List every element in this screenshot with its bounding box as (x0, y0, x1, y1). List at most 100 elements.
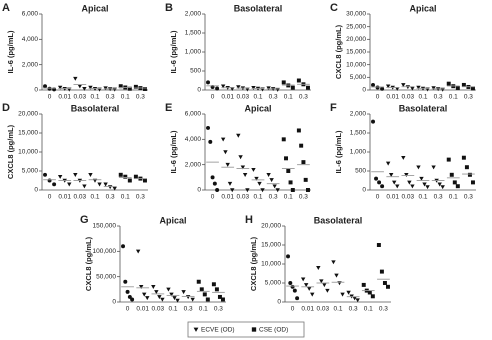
data-point (103, 86, 108, 91)
data-point (220, 297, 225, 302)
data-point (127, 86, 132, 91)
data-point (121, 244, 126, 249)
data-point (133, 84, 138, 89)
panel-title: Basolateral (71, 103, 120, 113)
data-point (305, 85, 310, 90)
data-point (392, 180, 397, 185)
data-point (385, 84, 391, 89)
data-point (73, 76, 78, 81)
data-point (151, 285, 156, 289)
data-point (112, 87, 117, 92)
x-tick-label: 0.3 (434, 194, 443, 201)
data-point (227, 181, 233, 186)
data-point (236, 133, 241, 138)
panel-letter: E (165, 102, 172, 114)
x-tick-label: 0.1 (449, 194, 458, 201)
x-tick-label: 0.3 (434, 94, 443, 101)
data-point (352, 296, 357, 301)
y-tick-label: 1,500 (185, 30, 202, 37)
data-point (73, 173, 78, 177)
data-point (290, 188, 295, 192)
y-tick-label: 15,000 (346, 49, 366, 56)
data-point (254, 176, 259, 181)
data-point (416, 165, 421, 170)
y-tick-label: 20,000 (18, 111, 38, 118)
data-point (240, 165, 246, 170)
x-tick-label: 0.3 (184, 306, 193, 313)
y-tick-label: 0 (197, 187, 201, 194)
x-tick-label: 0.1 (364, 306, 373, 313)
data-point (301, 160, 306, 165)
data-point (416, 85, 421, 90)
data-point (380, 86, 385, 91)
data-point (57, 85, 63, 90)
data-point (334, 273, 339, 278)
y-tick-label: 4,000 (185, 136, 202, 143)
y-tick-label: 10,000 (18, 149, 38, 156)
legend-label: CSE (OD) (259, 327, 288, 334)
data-point (118, 84, 123, 89)
x-tick-label: 0.1 (253, 194, 262, 201)
y-tick-label: 6,000 (185, 111, 202, 118)
panel-letter: C (330, 2, 338, 14)
y-axis-label: IL-6 (pg/mL) (6, 30, 15, 73)
panel-letter: H (245, 214, 253, 226)
y-tick-label: 2,000 (185, 161, 202, 168)
data-point (470, 86, 475, 91)
y-axis-label: CXCL8 (pg/mL) (334, 24, 343, 79)
y-axis-label: CXCL8 (pg/mL) (84, 236, 93, 291)
data-point (404, 173, 409, 177)
data-point (112, 186, 117, 191)
data-point (208, 139, 213, 144)
data-point (199, 287, 204, 292)
y-axis-label: IL-6 (pg/mL) (334, 130, 343, 173)
x-tick-label: 0.03 (402, 194, 415, 201)
y-tick-label: 500 (190, 68, 201, 75)
panel-title: Basolateral (314, 215, 363, 225)
data-point (316, 266, 321, 270)
data-point (307, 286, 312, 291)
y-tick-label: 0 (112, 299, 116, 306)
data-point (370, 294, 375, 299)
data-point (123, 174, 128, 179)
x-tick-label: 0.03 (317, 306, 330, 313)
data-point (139, 285, 144, 289)
x-tick-label: 0.1 (284, 94, 293, 101)
data-point (405, 85, 411, 90)
data-point (215, 188, 220, 192)
data-point (284, 156, 288, 161)
data-point (407, 180, 412, 185)
data-point (251, 167, 256, 172)
x-tick-label: 0.1 (449, 94, 458, 101)
data-point (303, 177, 308, 182)
data-point (325, 288, 330, 293)
x-tick-label: 0 (211, 94, 215, 101)
data-point (299, 143, 304, 148)
y-tick-label: 5,000 (350, 74, 367, 81)
x-tick-label: 0.3 (136, 194, 145, 201)
data-point (196, 279, 201, 284)
data-point (455, 184, 460, 189)
data-point (43, 84, 48, 89)
data-point (47, 178, 52, 183)
data-point (166, 287, 171, 292)
y-tick-label: 1,000 (350, 149, 367, 156)
y-tick-label: 2,000 (350, 111, 367, 118)
x-tick-label: 0.3 (464, 94, 473, 101)
x-tick-label: 0.03 (152, 306, 165, 313)
data-point (380, 184, 385, 189)
data-point (410, 86, 415, 91)
y-tick-label: 500 (355, 168, 366, 175)
data-point (260, 188, 265, 193)
data-point (446, 81, 451, 86)
data-point (118, 172, 123, 177)
panel-title: Basolateral (234, 3, 283, 13)
data-point (395, 86, 400, 91)
data-point (296, 128, 301, 133)
panel-title: Basolateral (399, 103, 448, 113)
legend-marker (251, 327, 257, 332)
data-point (127, 294, 132, 299)
y-axis-label: IL-6 (pg/mL) (169, 130, 178, 173)
data-point (304, 283, 309, 288)
